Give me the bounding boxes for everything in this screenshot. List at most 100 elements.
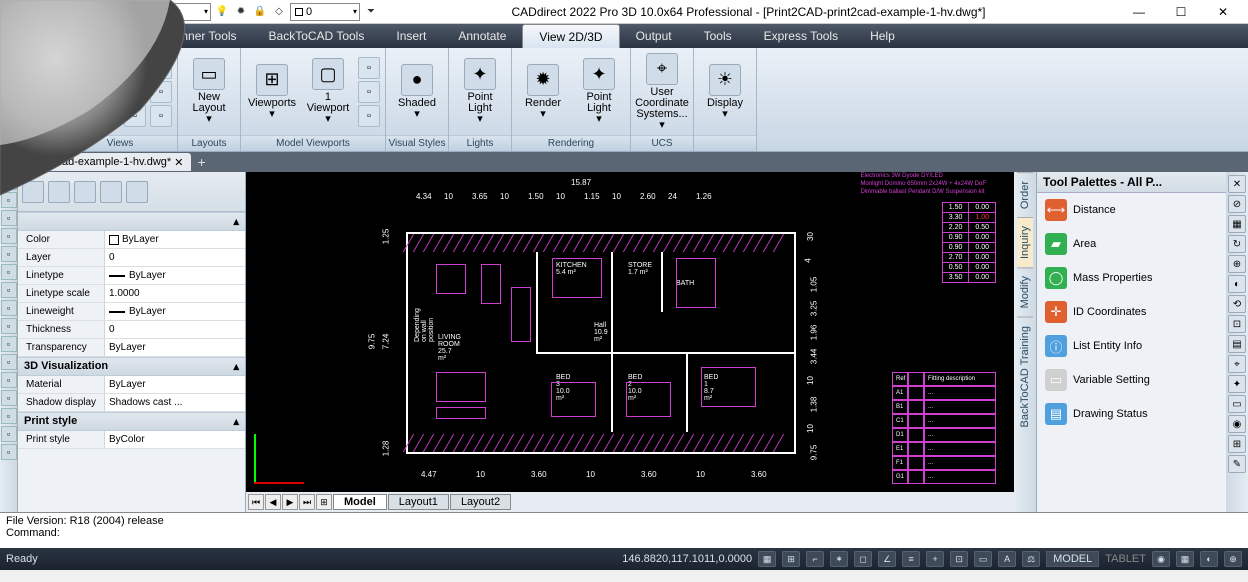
- tool-button[interactable]: ▫: [1, 246, 17, 262]
- ribbon-button[interactable]: ▢1Viewport▾: [301, 56, 355, 127]
- sun-icon[interactable]: ✹: [233, 4, 249, 20]
- ribbon-small-button[interactable]: ▫: [358, 57, 380, 79]
- property-row[interactable]: Linetype scale1.0000: [18, 285, 245, 303]
- tool-button[interactable]: ▫: [1, 282, 17, 298]
- sc-icon[interactable]: ⊡: [950, 551, 968, 567]
- prop-section-viz[interactable]: 3D Visualization▴: [18, 357, 245, 376]
- palette-tool[interactable]: ▰Area: [1037, 227, 1226, 261]
- tool-button[interactable]: ⊞: [1228, 435, 1246, 453]
- st-icon[interactable]: ◉: [1152, 551, 1170, 567]
- ribbon-small-button[interactable]: ▫: [358, 81, 380, 103]
- palette-tool[interactable]: ⓘList Entity Info: [1037, 329, 1226, 363]
- undo-icon[interactable]: ↶▾: [4, 4, 20, 20]
- tool-button[interactable]: ⟲: [1228, 295, 1246, 313]
- ribbon-small-button[interactable]: ▫: [150, 57, 172, 79]
- menu-tab[interactable]: BackToCAD Tools: [253, 24, 381, 48]
- redo-icon[interactable]: ↷▾: [23, 4, 39, 20]
- palette-tool[interactable]: ▤Drawing Status: [1037, 397, 1226, 431]
- tool-button[interactable]: ◉: [1228, 415, 1246, 433]
- ribbon-button[interactable]: ⌖UserCoordinate Systems...▾: [635, 51, 689, 133]
- ribbon-button[interactable]: ✦PointLight▾: [453, 56, 507, 127]
- side-tab[interactable]: Order: [1017, 172, 1033, 217]
- ribbon-small-button[interactable]: ▫: [150, 81, 172, 103]
- tool-button[interactable]: ▫: [1, 210, 17, 226]
- ribbon-button[interactable]: ✦PointLight▾: [572, 56, 626, 127]
- side-tab[interactable]: BackToCAD Training: [1017, 317, 1033, 436]
- layout-tab[interactable]: Layout2: [450, 494, 511, 510]
- property-row[interactable]: ColorByLayer: [18, 231, 245, 249]
- property-row[interactable]: Thickness0: [18, 321, 245, 339]
- tool-button[interactable]: ▫: [1, 192, 17, 208]
- square-icon[interactable]: ◇: [271, 4, 287, 20]
- ribbon-button[interactable]: ●Shaded▾: [390, 62, 444, 122]
- tool-button[interactable]: ▫: [1, 408, 17, 424]
- prop-section[interactable]: ▴: [18, 212, 245, 231]
- tool-button[interactable]: ▫: [1, 174, 17, 190]
- doc-tab[interactable]: AD-print2cad-example-1-hv.dwg* ✕: [2, 153, 191, 171]
- drawing-canvas[interactable]: 15.874.34103.65101.50101.15102.60241.26K…: [246, 172, 1014, 512]
- qat-more-icon[interactable]: ⏷: [363, 4, 379, 20]
- prop-icon[interactable]: [126, 181, 148, 203]
- menu-tab[interactable]: Help: [854, 24, 911, 48]
- tool-button[interactable]: ◐: [1228, 275, 1246, 293]
- minimize-button[interactable]: —: [1118, 0, 1160, 24]
- tab-nav[interactable]: ⊞: [316, 494, 332, 510]
- menu-tab[interactable]: Insert: [380, 24, 442, 48]
- property-row[interactable]: MaterialByLayer: [18, 376, 245, 394]
- prop-icon[interactable]: [100, 181, 122, 203]
- polar-icon[interactable]: ✶: [830, 551, 848, 567]
- tool-button[interactable]: ▫: [1, 300, 17, 316]
- ortho-icon[interactable]: ⌐: [806, 551, 824, 567]
- ribbon-small-button[interactable]: ▫: [358, 105, 380, 127]
- layer-combo[interactable]: 0: [290, 3, 360, 21]
- tool-button[interactable]: ↻: [1228, 235, 1246, 253]
- prop-section-print[interactable]: Print style▴: [18, 412, 245, 431]
- tool-button[interactable]: ▫: [1, 426, 17, 442]
- tool-button[interactable]: ▫: [1, 354, 17, 370]
- tab-nav[interactable]: ▶: [282, 494, 298, 510]
- status-model[interactable]: MODEL: [1046, 551, 1099, 567]
- property-row[interactable]: Layer0: [18, 249, 245, 267]
- menu-tab[interactable]: Draw 3D: [47, 24, 126, 48]
- tool-button[interactable]: ▫: [1, 444, 17, 460]
- ribbon-button[interactable]: ▭NewLayout▾: [182, 56, 236, 127]
- close-button[interactable]: ✕: [1202, 0, 1244, 24]
- dyn-icon[interactable]: +: [926, 551, 944, 567]
- tool-button[interactable]: ▫: [1, 372, 17, 388]
- tab-nav[interactable]: ⏭: [299, 494, 315, 510]
- ribbon-small-button[interactable]: ▫: [124, 81, 146, 103]
- tool-button[interactable]: ▫: [1, 336, 17, 352]
- property-row[interactable]: LinetypeByLayer: [18, 267, 245, 285]
- st-icon[interactable]: ▦: [1176, 551, 1194, 567]
- tab-nav[interactable]: ◀: [265, 494, 281, 510]
- tab-nav[interactable]: ⏮: [248, 494, 264, 510]
- workspace-combo[interactable]: Drafting and Annotation: [61, 3, 211, 21]
- ribbon-button[interactable]: ▦Top▾: [67, 62, 121, 122]
- ribbon-button[interactable]: ✹Render▾: [516, 62, 570, 122]
- menu-tab[interactable]: 3D Scanner Tools: [126, 24, 253, 48]
- palette-tool[interactable]: ◯Mass Properties: [1037, 261, 1226, 295]
- tool-button[interactable]: ⌖: [1228, 355, 1246, 373]
- add-tab-button[interactable]: +: [191, 154, 211, 170]
- ribbon-small-button[interactable]: ▫: [124, 57, 146, 79]
- layout-tab[interactable]: Layout1: [388, 494, 449, 510]
- side-tab[interactable]: Modify: [1017, 267, 1033, 316]
- ann-icon[interactable]: A: [998, 551, 1016, 567]
- prop-icon[interactable]: [48, 181, 70, 203]
- ribbon-small-button[interactable]: ▫: [124, 105, 146, 127]
- tool-button[interactable]: ▫: [1, 264, 17, 280]
- side-tab[interactable]: Inquiry: [1017, 217, 1033, 267]
- lwt-icon[interactable]: ≡: [902, 551, 920, 567]
- qp-icon[interactable]: ▭: [974, 551, 992, 567]
- tool-button[interactable]: ✦: [1228, 375, 1246, 393]
- prop-icon[interactable]: [74, 181, 96, 203]
- layout-tab[interactable]: Model: [333, 494, 387, 510]
- menu-tab[interactable]: Express Tools: [748, 24, 854, 48]
- property-row[interactable]: TransparencyByLayer: [18, 339, 245, 357]
- ribbon-button[interactable]: ⊞Viewports▾: [245, 62, 299, 122]
- maximize-button[interactable]: ☐: [1160, 0, 1202, 24]
- ribbon-button[interactable]: ☀Display▾: [698, 62, 752, 122]
- osnap-icon[interactable]: ◻: [854, 551, 872, 567]
- bulb-icon[interactable]: 💡: [214, 4, 230, 20]
- tool-button[interactable]: ✎: [1228, 455, 1246, 473]
